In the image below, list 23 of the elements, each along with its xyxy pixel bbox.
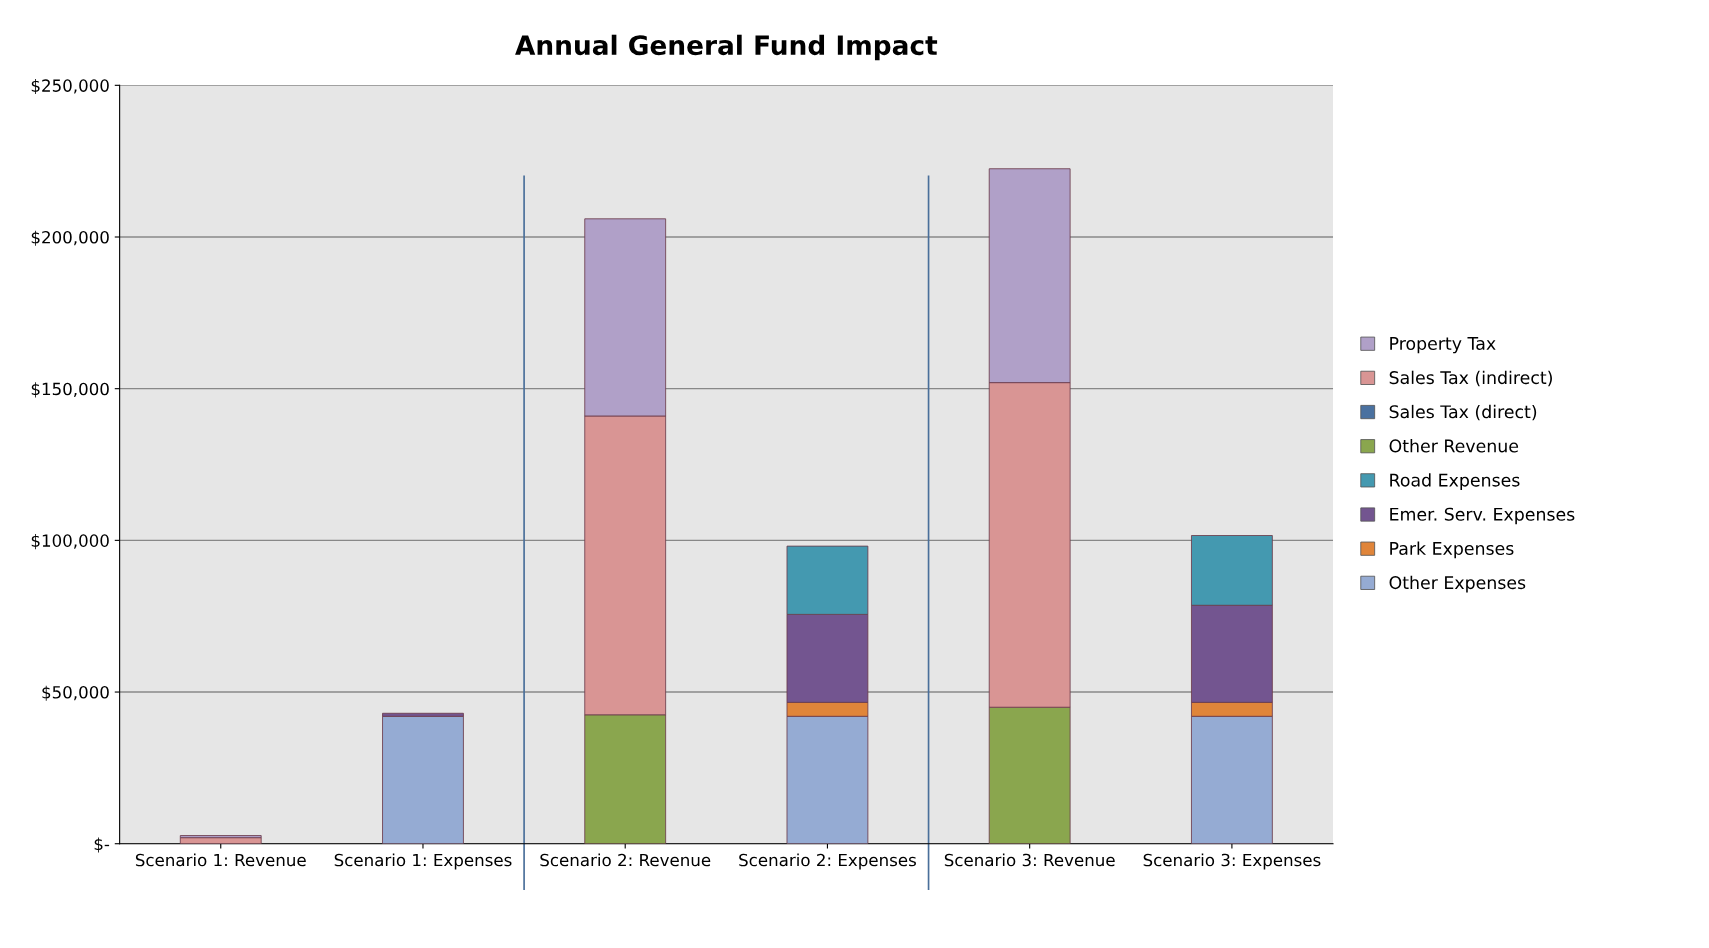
y-tick-label: $50,000 [42, 685, 109, 701]
legend-label: Other Revenue [1389, 439, 1519, 453]
legend-label: Property Tax [1390, 337, 1496, 354]
legend-label: Other Expenses [1389, 575, 1526, 593]
bar [179, 835, 262, 839]
y-tick-label: $100,000 [31, 534, 109, 550]
x-tick-label: Scenario 1: Revenue [135, 853, 306, 867]
y-tick-label: $200,000 [31, 230, 109, 246]
legend-label: Road Expenses [1390, 473, 1520, 490]
x-tick-label: Scenario 3: Expenses [1143, 853, 1321, 870]
bar [382, 715, 464, 844]
y-tick-label: $- [94, 837, 110, 853]
chart-title: Annual General Fund Impact [515, 34, 938, 61]
legend-label: Sales Tax (indirect) [1389, 370, 1552, 387]
x-tick-label: Scenario 2: Revenue [540, 853, 711, 867]
legend-label: Sales Tax (direct) [1389, 404, 1537, 421]
x-tick-label: Scenario 1: Expenses [334, 853, 512, 870]
y-tick-label: $150,000 [31, 382, 109, 398]
y-tick-label: $250,000 [31, 78, 109, 95]
x-tick-label: Scenario 2: Expenses [739, 853, 916, 870]
legend-label: Emer. Serv. Expenses [1390, 507, 1575, 525]
x-tick-label: Scenario 3: Revenue [944, 853, 1115, 867]
legend-label: Park Expenses [1390, 541, 1514, 559]
